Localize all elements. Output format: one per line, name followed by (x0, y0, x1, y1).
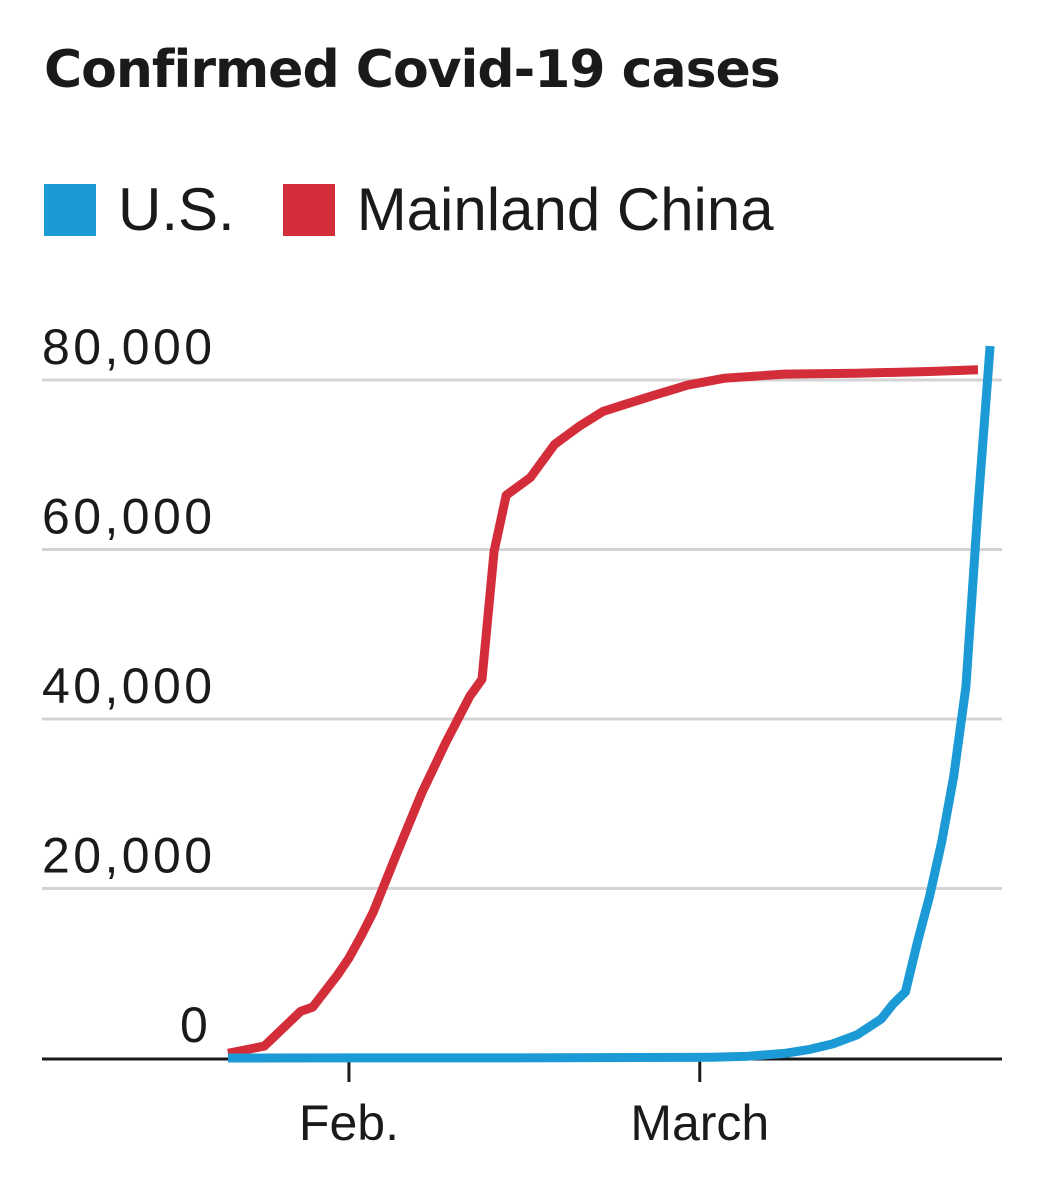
legend-item-us: U.S. (44, 180, 235, 240)
y-tick-label-60000: 60,000 (42, 489, 212, 545)
y-tick-label-80000: 80,000 (42, 319, 212, 375)
legend-item-mainland-china: Mainland China (282, 176, 774, 243)
y-tick-label-20000: 20,000 (42, 828, 212, 884)
legend-label-mainland-china: Mainland China (356, 176, 774, 243)
chart-title: Confirmed Covid-19 cases (44, 40, 781, 100)
x-tick-label-1: March (630, 1095, 769, 1151)
legend-swatch-us (44, 184, 96, 236)
series-line-mainland-china (227, 365, 979, 1058)
series-line-u-s (227, 345, 995, 1063)
y-tick-label-0: 0 (180, 997, 208, 1053)
legend-swatch-mainland-china (282, 184, 335, 236)
y-tick-label-40000: 40,000 (42, 658, 212, 714)
x-tick-label-0: Feb. (299, 1095, 399, 1151)
legend: U.S. Mainland China (44, 180, 822, 240)
legend-label-us: U.S. (118, 176, 235, 243)
